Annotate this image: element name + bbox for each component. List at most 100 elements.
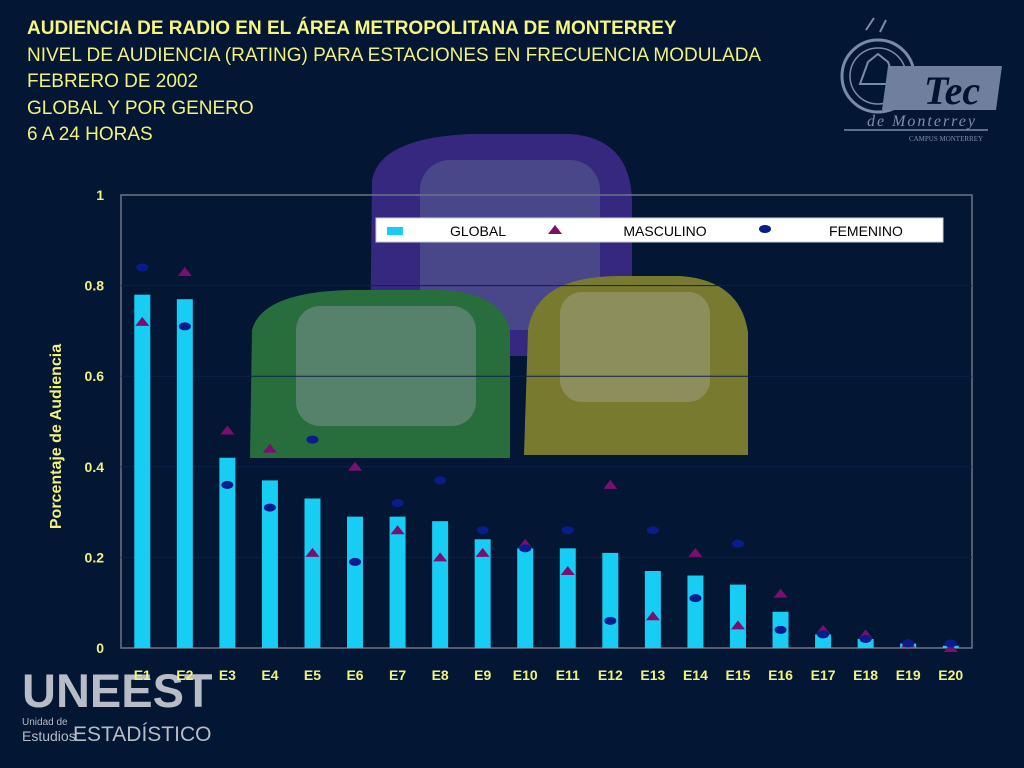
uneest-logo: UNEEST Unidad de Estudios ESTADÍSTICOS (22, 664, 212, 746)
bar-global (559, 548, 576, 648)
brand-name: UNEEST (22, 664, 212, 717)
bar-global (261, 480, 278, 648)
bar-global (347, 516, 364, 648)
marker-femenino (221, 480, 234, 489)
y-tick-label: 0.4 (85, 459, 105, 475)
bar-global (219, 457, 236, 648)
bar-global (644, 570, 661, 648)
marker-femenino (902, 639, 915, 648)
marker-femenino (774, 625, 787, 634)
bar-global (134, 294, 151, 648)
x-tick-label: E20 (938, 667, 963, 683)
bar-global (857, 638, 874, 648)
logo-sub-text: de Monterrey (867, 113, 977, 130)
marker-femenino (178, 322, 191, 331)
slide-titles: AUDIENCIA DE RADIO EN EL ÁREA METROPOLIT… (27, 16, 761, 149)
legend-label-global: GLOBAL (450, 223, 506, 239)
bar-global (815, 634, 832, 648)
marker-masculino (433, 552, 448, 562)
marker-femenino (604, 616, 617, 625)
x-tick-label: E18 (853, 667, 878, 683)
x-tick-label: E9 (474, 667, 491, 683)
legend-swatch-femenino (759, 225, 771, 233)
x-tick-label: E12 (598, 667, 623, 683)
y-tick-label: 0.8 (85, 278, 105, 294)
x-tick-label: E10 (513, 667, 538, 683)
marker-masculino (135, 316, 150, 326)
x-tick-label: E8 (432, 667, 449, 683)
marker-masculino (560, 565, 575, 575)
x-tick-label: E1 (134, 667, 151, 683)
brand-line3: ESTADÍSTICOS (73, 723, 212, 746)
marker-masculino (603, 479, 618, 489)
x-tick-label: E17 (811, 667, 836, 683)
marker-masculino (390, 525, 405, 535)
radio-illustration (250, 134, 748, 458)
marker-femenino (391, 499, 404, 508)
marker-masculino (730, 620, 745, 630)
marker-masculino (220, 425, 235, 435)
y-tick-label: 0.2 (85, 549, 105, 565)
x-tick-label: E5 (304, 667, 321, 683)
x-tick-label: E4 (261, 667, 278, 683)
bar-global (304, 498, 321, 648)
marker-femenino (689, 594, 702, 603)
logo-campus-text: CAMPUS MONTERREY (909, 135, 983, 143)
marker-femenino (263, 503, 276, 512)
marker-femenino (731, 539, 744, 548)
x-tick-label: E3 (219, 667, 236, 683)
y-tick-label: 0.6 (85, 368, 105, 384)
x-tick-label: E2 (176, 667, 193, 683)
logo-tec-text: Tec (924, 68, 981, 113)
slide-subtitle-rating: NIVEL DE AUDIENCIA (RATING) PARA ESTACIO… (27, 44, 762, 66)
marker-femenino (434, 476, 447, 485)
bar-global (176, 299, 193, 648)
x-tick-label: E13 (640, 667, 665, 683)
tec-monterrey-logo: Tec de Monterrey CAMPUS MONTERREY (840, 17, 1002, 143)
marker-femenino (476, 526, 489, 535)
slide-subtitle-hours: 6 A 24 HORAS (27, 124, 153, 145)
brand-line1: Unidad de (22, 717, 68, 728)
slide-subtitle-scope: GLOBAL Y POR GENERO (27, 97, 254, 119)
marker-masculino (475, 547, 490, 557)
slide-title: AUDIENCIA DE RADIO EN EL ÁREA METROPOLIT… (27, 18, 677, 39)
marker-femenino (349, 557, 362, 566)
marker-masculino (177, 267, 192, 277)
slide-subtitle-date: FEBRERO DE 2002 (27, 71, 199, 92)
brand-line2: Estudios (22, 728, 76, 744)
marker-femenino (306, 435, 319, 444)
bar-global (602, 552, 619, 648)
marker-femenino (561, 526, 574, 535)
marker-masculino (688, 547, 703, 557)
marker-masculino (645, 611, 660, 621)
bar-global (517, 548, 534, 648)
marker-femenino (817, 630, 830, 639)
legend-label-femenino: FEMENINO (829, 223, 903, 239)
marker-femenino (859, 634, 872, 643)
x-tick-label: E11 (556, 667, 580, 683)
marker-femenino (136, 263, 149, 272)
bar-global (389, 516, 406, 648)
marker-masculino (773, 588, 788, 598)
marker-masculino (348, 461, 363, 471)
y-tick-label: 1 (96, 187, 104, 203)
plot-area (120, 194, 973, 649)
bar-global (474, 539, 491, 648)
legend-swatch-global (387, 227, 403, 235)
marker-masculino (305, 547, 320, 557)
x-tick-label: E16 (768, 667, 793, 683)
x-tick-label: E7 (389, 667, 406, 683)
legend-swatch-masculino (548, 225, 562, 234)
x-tick-label: E14 (683, 667, 708, 683)
marker-femenino (646, 526, 659, 535)
legend-box (375, 217, 944, 243)
marker-femenino (944, 639, 957, 648)
bar-global (729, 584, 746, 648)
bar-global (687, 575, 704, 648)
x-tick-label: E19 (896, 667, 921, 683)
legend-label-masculino: MASCULINO (623, 223, 706, 239)
marker-masculino (943, 643, 958, 652)
x-tick-label: E6 (346, 667, 363, 683)
bar-global (432, 521, 449, 648)
